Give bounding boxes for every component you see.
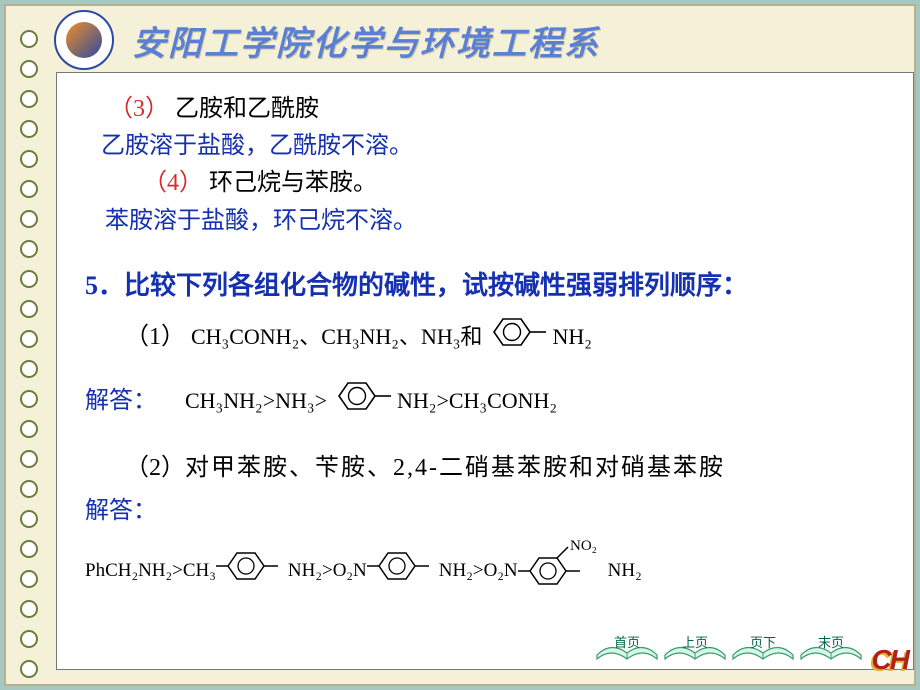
benzene-para-icon	[367, 549, 439, 592]
q5-text: 比较下列各组化合物的碱性，试按碱性强弱排列顺序：	[124, 271, 748, 300]
header: 安阳工学院化学与环境工程系	[48, 10, 914, 70]
institution-logo	[54, 10, 114, 70]
chem-phch2nh2: PhCH₂NH₂	[85, 556, 172, 585]
q5-part2: （2） 对甲苯胺、苄胺、2,4-二硝基苯胺和对硝基苯胺	[85, 450, 885, 487]
question-5: 5．比较下列各组化合物的碱性，试按碱性强弱排列顺序：	[85, 266, 885, 306]
q5-1-mid: 和	[460, 320, 482, 354]
gt: >	[263, 384, 275, 418]
item-4-text: 环己烷与苯胺。	[209, 170, 377, 196]
sep: 、	[299, 320, 321, 354]
gt: >	[473, 556, 484, 585]
benzene-24-icon: NO₂	[518, 539, 608, 602]
item-4-label: （4）	[143, 170, 203, 196]
chem-nh2: NH₂	[288, 556, 322, 585]
nav-prev[interactable]: 上页	[661, 619, 729, 663]
nav-next[interactable]: 页下	[729, 619, 797, 663]
sep: 、	[399, 320, 421, 354]
q5-number: 5．	[85, 271, 124, 300]
answer-label-2: 解答：	[85, 493, 885, 530]
benzene-icon	[482, 314, 552, 360]
nav-prev-label: 上页	[661, 619, 729, 663]
chem-ch3nh2: CH₃NH₂	[185, 384, 263, 418]
chem-ch3conh2: CH₃CONH₂	[449, 384, 557, 418]
spiral-binding	[10, 18, 48, 678]
chem-ch3: CH₃	[183, 556, 216, 585]
footer-logo: CH	[872, 644, 908, 676]
chem-nh3: NH₃	[421, 320, 460, 354]
chem-ch3nh2: CH₃NH₂	[321, 320, 399, 354]
svg-text:NO₂: NO₂	[570, 539, 597, 554]
chem-nh2: NH₂	[397, 384, 436, 418]
gt: >	[315, 384, 327, 418]
nav-first-label: 首页	[593, 619, 661, 663]
nav-next-label: 页下	[729, 619, 797, 663]
benzene-para-icon	[216, 549, 288, 592]
q5-part1: （1） CH₃CONH₂ 、 CH₃NH₂ 、 NH₃ 和	[85, 314, 885, 360]
q5-1-label: （1）	[125, 319, 185, 356]
item-4-answer: 苯胺溶于盐酸，环己烷不溶。	[85, 203, 885, 240]
item-3-label: （3）	[109, 96, 169, 122]
nav-last-label: 末页	[797, 619, 865, 663]
chem-nh2: NH₂	[608, 556, 642, 585]
chem-nh3: NH₃	[275, 384, 314, 418]
chem-o2n: O₂N	[333, 556, 367, 585]
q5-2-answer: PhCH₂NH₂ > CH₃ NH₂ > O₂N	[85, 539, 885, 602]
gt: >	[172, 556, 183, 585]
gt: >	[436, 384, 448, 418]
answer-label: 解答：	[85, 383, 157, 420]
item-3-text: 乙胺和乙酰胺	[175, 96, 319, 122]
chem-o2n: O₂N	[484, 556, 518, 585]
benzene-icon	[327, 378, 397, 424]
chem-nh2: NH₂	[552, 320, 591, 354]
nav-first[interactable]: 首页	[593, 619, 661, 663]
item-3-answer: 乙胺溶于盐酸，乙酰胺不溶。	[85, 128, 885, 165]
nav-bar: 首页 上页 页下 末页	[593, 619, 865, 663]
page-title: 安阳工学院化学与环境工程系	[132, 16, 600, 65]
q5-2-label: （2）	[125, 450, 185, 487]
q5-1-answer: 解答： CH₃NH₂ > NH₃ > NH₂ >	[85, 378, 885, 424]
page-body: （3） 乙胺和乙酰胺 乙胺溶于盐酸，乙酰胺不溶。 （4） 环己烷与苯胺。 苯胺溶…	[56, 72, 914, 670]
q5-2-text: 对甲苯胺、苄胺、2,4-二硝基苯胺和对硝基苯胺	[185, 450, 725, 487]
gt: >	[322, 556, 333, 585]
chem-ch3conh2: CH₃CONH₂	[191, 320, 299, 354]
chem-nh2: NH₂	[439, 556, 473, 585]
nav-last[interactable]: 末页	[797, 619, 865, 663]
